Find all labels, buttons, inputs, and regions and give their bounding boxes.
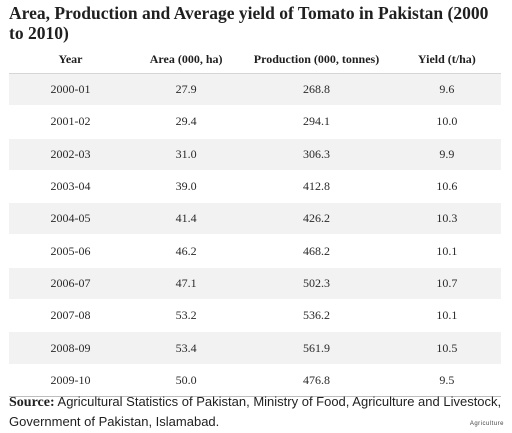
column-header-area: Area (000, ha) bbox=[132, 45, 241, 74]
cell-yield: 10.3 bbox=[392, 202, 501, 236]
cell-area: 27.9 bbox=[132, 73, 241, 107]
cell-production: 426.2 bbox=[240, 202, 393, 236]
cell-yield: 10.1 bbox=[392, 299, 501, 333]
cell-year: 2000-01 bbox=[9, 73, 132, 107]
cell-production: 294.1 bbox=[240, 105, 393, 139]
source-text: Agricultural Statistics of Pakistan, Min… bbox=[9, 394, 502, 429]
cell-year: 2004-05 bbox=[9, 202, 132, 236]
cell-yield: 10.5 bbox=[392, 331, 501, 365]
cell-year: 2007-08 bbox=[9, 299, 132, 333]
cell-yield: 9.9 bbox=[392, 138, 501, 171]
table-row: 2008-09 53.4 561.9 10.5 bbox=[9, 331, 501, 365]
cell-year: 2003-04 bbox=[9, 170, 132, 204]
cell-year: 2001-02 bbox=[9, 105, 132, 139]
cell-production: 268.8 bbox=[240, 73, 393, 107]
cell-area: 47.1 bbox=[132, 267, 241, 301]
cell-production: 561.9 bbox=[240, 331, 393, 365]
cell-year: 2002-03 bbox=[9, 138, 132, 171]
table-row: 2000-01 27.9 268.8 9.6 bbox=[9, 73, 501, 107]
cell-production: 412.8 bbox=[240, 170, 393, 204]
cell-production: 476.8 bbox=[240, 364, 393, 397]
cell-yield: 10.1 bbox=[392, 234, 501, 268]
table-row: 2001-02 29.4 294.1 10.0 bbox=[9, 105, 501, 139]
cell-area: 39.0 bbox=[132, 170, 241, 204]
cell-year: 2006-07 bbox=[9, 267, 132, 301]
cell-area: 29.4 bbox=[132, 105, 241, 139]
cell-area: 53.4 bbox=[132, 331, 241, 365]
cell-area: 31.0 bbox=[132, 138, 241, 171]
table-row: 2004-05 41.4 426.2 10.3 bbox=[9, 202, 501, 236]
table-row: 2006-07 47.1 502.3 10.7 bbox=[9, 267, 501, 301]
cell-production: 468.2 bbox=[240, 234, 393, 268]
cell-area: 41.4 bbox=[132, 202, 241, 236]
table-body: 2000-01 27.9 268.8 9.6 2001-02 29.4 294.… bbox=[9, 73, 501, 397]
page-title: Area, Production and Average yield of To… bbox=[9, 3, 489, 43]
cell-area: 46.2 bbox=[132, 234, 241, 268]
cell-yield: 10.0 bbox=[392, 105, 501, 139]
column-header-production: Production (000, tonnes) bbox=[240, 45, 393, 74]
source-label: Source: bbox=[9, 395, 55, 410]
table-row: 2007-08 53.2 536.2 10.1 bbox=[9, 299, 501, 333]
table-row: 2002-03 31.0 306.3 9.9 bbox=[9, 138, 501, 171]
column-header-year: Year bbox=[9, 45, 132, 74]
cell-yield: 10.6 bbox=[392, 170, 501, 204]
table-row: 2005-06 46.2 468.2 10.1 bbox=[9, 234, 501, 268]
table-row: 2003-04 39.0 412.8 10.6 bbox=[9, 170, 501, 204]
cell-yield: 9.6 bbox=[392, 73, 501, 107]
cell-year: 2008-09 bbox=[9, 331, 132, 365]
source-note: Source: Agricultural Statistics of Pakis… bbox=[9, 392, 507, 431]
cell-production: 306.3 bbox=[240, 138, 393, 171]
cell-year: 2009-10 bbox=[9, 364, 132, 397]
watermark: Agriculture bbox=[469, 421, 504, 427]
cell-area: 50.0 bbox=[132, 364, 241, 397]
table-header: Year Area (000, ha) Production (000, ton… bbox=[9, 45, 501, 74]
cell-area: 53.2 bbox=[132, 299, 241, 333]
cell-yield: 9.5 bbox=[392, 364, 501, 397]
cell-production: 502.3 bbox=[240, 267, 393, 301]
data-table: Year Area (000, ha) Production (000, ton… bbox=[9, 45, 501, 397]
cell-year: 2005-06 bbox=[9, 234, 132, 268]
header-row: Year Area (000, ha) Production (000, ton… bbox=[9, 45, 501, 74]
cell-yield: 10.7 bbox=[392, 267, 501, 301]
table-row: 2009-10 50.0 476.8 9.5 bbox=[9, 364, 501, 397]
column-header-yield: Yield (t/ha) bbox=[392, 45, 501, 74]
cell-production: 536.2 bbox=[240, 299, 393, 333]
